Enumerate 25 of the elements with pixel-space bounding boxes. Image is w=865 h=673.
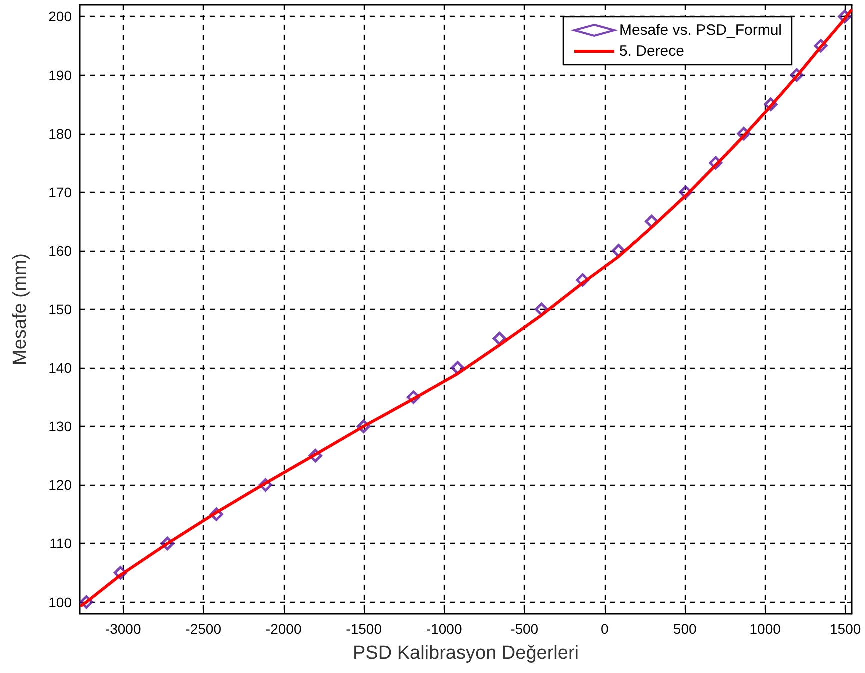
x-tick-label: -2500 <box>186 621 222 637</box>
x-tick-label: -3000 <box>105 621 142 637</box>
x-tick-label: 0 <box>600 621 609 637</box>
y-tick-label: 160 <box>48 242 72 259</box>
y-tick-label: 170 <box>48 184 72 200</box>
x-tick-label: -500 <box>510 621 539 637</box>
x-tick-label: 1000 <box>750 621 782 637</box>
y-axis-title: Mesafe (mm) <box>10 254 31 366</box>
y-tick-label: 130 <box>48 418 72 435</box>
x-tick-label: 1500 <box>830 621 862 637</box>
y-tick-label: 150 <box>48 302 72 318</box>
y-tick-label: 110 <box>50 536 72 552</box>
x-axis-title: PSD Kalibrasyon Değerleri <box>353 643 579 664</box>
y-tick-label: 190 <box>48 67 72 84</box>
y-tick-label: 120 <box>48 477 72 494</box>
x-tick-label: -2000 <box>266 621 302 637</box>
legend-label: Mesafe vs. PSD_Formul <box>619 22 782 39</box>
y-tick-label: 140 <box>48 360 72 376</box>
y-tick-label: 100 <box>48 594 72 610</box>
x-tick-label: -1500 <box>346 621 382 637</box>
x-tick-label: -1000 <box>426 621 462 637</box>
legend-label: 5. Derece <box>619 43 684 60</box>
x-tick-label: 500 <box>673 621 697 637</box>
y-tick-label: 200 <box>48 8 72 25</box>
y-tick-label: 180 <box>48 126 72 142</box>
